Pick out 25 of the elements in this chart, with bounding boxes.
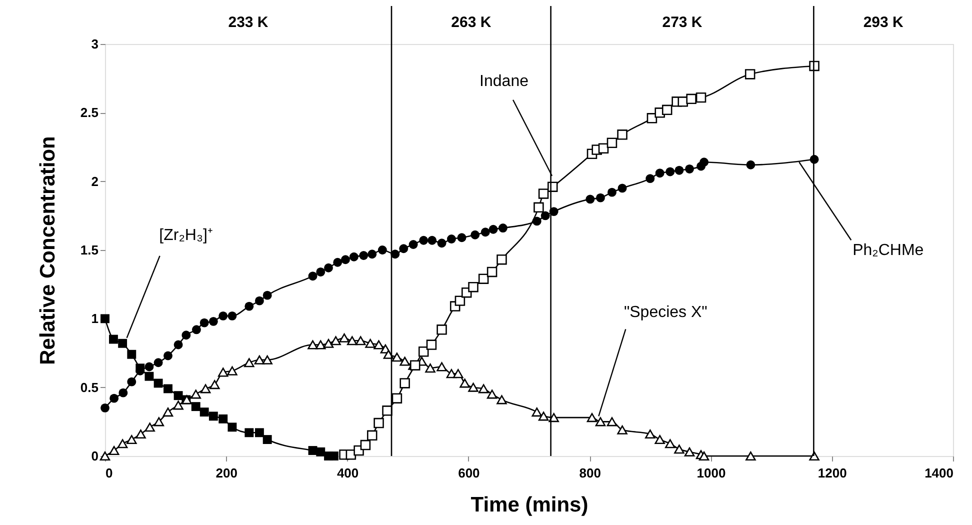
x-axis-title: Time (mins) (470, 494, 588, 516)
text: 233 K (228, 14, 268, 31)
x-tick-label: 800 (579, 466, 601, 480)
y-tick-label: 2.5 (80, 105, 98, 120)
x-tick-label: 1000 (696, 466, 726, 480)
y-tick-label: 2 (91, 174, 98, 189)
y-tick-label: 1 (91, 311, 98, 326)
x-tick-label: 400 (336, 466, 359, 480)
y-tick-label: 0.5 (80, 380, 98, 395)
annotation: "Species X" (624, 304, 708, 322)
x-tick-label: 1400 (924, 466, 954, 480)
annotation: Indane (480, 72, 529, 90)
annotation: Ph₂CHMe (852, 242, 924, 260)
x-tick-label: 0 (106, 466, 113, 480)
y-tick-label: 3 (91, 36, 98, 52)
y-tick-label: 0 (91, 448, 98, 464)
x-tick-label: 600 (458, 466, 480, 480)
x-tick-label: 200 (216, 466, 238, 480)
text: 273 K (662, 14, 702, 31)
text: 263 K (451, 14, 492, 31)
text: 293 K (863, 14, 904, 31)
y-tick-label: 1.5 (80, 242, 98, 258)
annotation: [Zr₂H₃]⁺ (159, 226, 212, 244)
x-tick-label: 1200 (818, 466, 847, 480)
y-axis-title: Relative Concentration (36, 136, 60, 365)
